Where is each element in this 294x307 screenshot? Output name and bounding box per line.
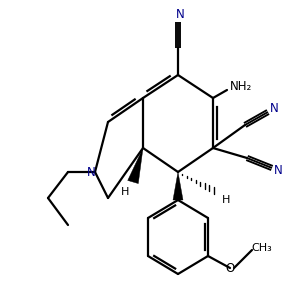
Polygon shape	[173, 172, 183, 200]
Text: O: O	[225, 262, 235, 274]
Text: NH₂: NH₂	[230, 80, 252, 92]
Text: N: N	[274, 164, 282, 177]
Text: H: H	[222, 195, 230, 205]
Text: N: N	[87, 165, 95, 178]
Text: N: N	[176, 9, 184, 21]
Text: N: N	[270, 103, 278, 115]
Polygon shape	[128, 148, 143, 184]
Text: H: H	[121, 187, 129, 197]
Text: CH₃: CH₃	[252, 243, 272, 253]
